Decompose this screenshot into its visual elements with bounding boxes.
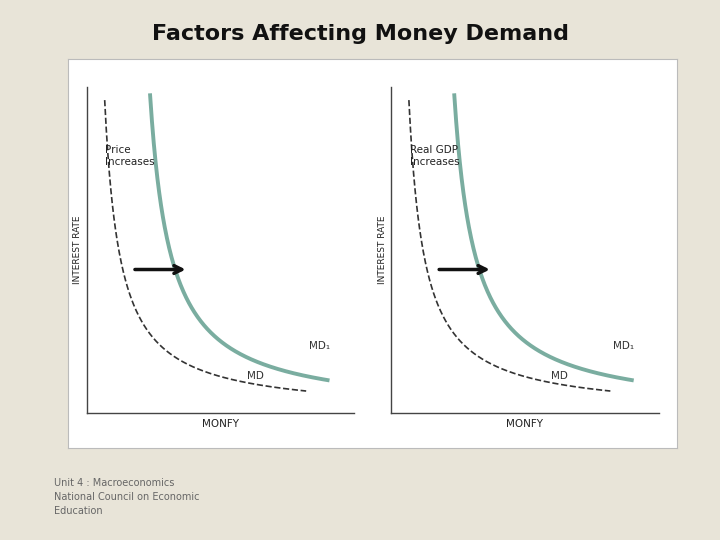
Text: Real GDP
Increases: Real GDP Increases <box>410 145 459 167</box>
X-axis label: MONFY: MONFY <box>202 418 239 429</box>
Text: Factors Affecting Money Demand: Factors Affecting Money Demand <box>151 24 569 44</box>
Y-axis label: INTEREST RATE: INTEREST RATE <box>73 215 83 284</box>
X-axis label: MONFY: MONFY <box>506 418 543 429</box>
Text: Unit 4 : Macroeconomics
National Council on Economic
Education: Unit 4 : Macroeconomics National Council… <box>54 478 199 516</box>
Text: Price
Increases: Price Increases <box>105 145 155 167</box>
Y-axis label: INTEREST RATE: INTEREST RATE <box>378 215 387 284</box>
Text: MD₁: MD₁ <box>613 341 634 351</box>
Text: MD: MD <box>552 370 568 381</box>
Text: MD: MD <box>247 370 264 381</box>
Text: MD₁: MD₁ <box>309 341 330 351</box>
